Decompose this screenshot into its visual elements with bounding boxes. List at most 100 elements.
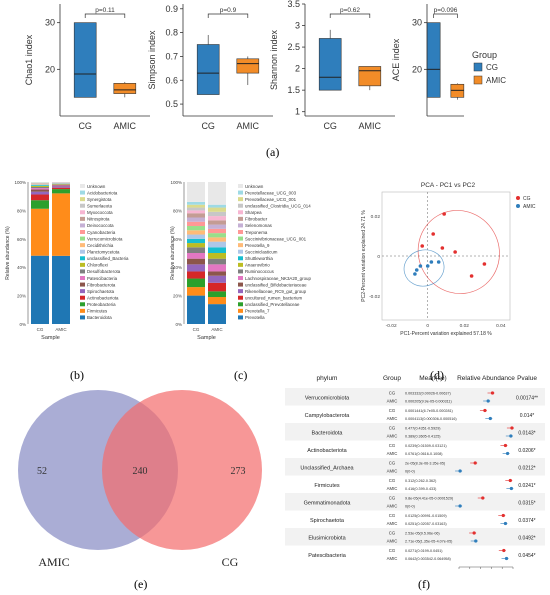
y-tick-label: 60% (17, 237, 26, 242)
x-axis-label: Sample (41, 335, 60, 341)
legend-label: Shuttleworthia (245, 256, 273, 261)
group-label: AMIC (387, 556, 398, 561)
bar-segment (208, 216, 226, 221)
group-label: CG (389, 513, 396, 518)
x-axis-label: PC1-Percent variation explained 57.18 % (400, 331, 492, 337)
y-axis-label: Relative abundance (%) (170, 226, 176, 280)
bar-segment (31, 200, 49, 209)
bar-segment (31, 188, 49, 190)
legend-label: Prevotella_9 (245, 243, 270, 248)
mean-cg: 2.53e-05(9.5.96e-06) (405, 532, 440, 536)
phylum-stacked-bar-chart: 0% 20% 40% 60% 80% 100% Relative abundance (%)… (5, 180, 129, 341)
bar-segment (208, 271, 226, 276)
y-tick-label: 0.7 (165, 51, 178, 61)
legend-label: Succinivibrionaceae_UCG_001 (245, 236, 307, 241)
group-label: CG (389, 478, 396, 483)
table-row: Campylobacterota CG AMIC 0.0001441(6.7e05-0… (305, 408, 535, 421)
x-tick-label: 0 (426, 323, 429, 329)
legend-label: Desulfobacterota (87, 269, 121, 274)
bar-segment (208, 247, 226, 253)
point-amic (418, 264, 423, 268)
group-label: AMIC (387, 521, 398, 526)
group-label: CG (389, 461, 396, 466)
y-tick-label: 0.9 (165, 4, 178, 14)
x-tick-label: AMIC (55, 327, 67, 332)
x-tick-label: CG (323, 121, 337, 130)
legend-swatch (473, 62, 483, 72)
legend-label: Nitrospirota (87, 217, 110, 222)
point-cg (482, 262, 487, 266)
phylum-name: Gemmatimonadota (304, 500, 352, 506)
bar-segment (31, 186, 49, 189)
y-tick-label: 80% (173, 208, 182, 213)
bar-segment (31, 208, 49, 256)
legend-swatch (238, 269, 243, 274)
y-tick-label: 30 (45, 18, 55, 28)
mean-marker-amic (503, 521, 508, 526)
y-tick-label: 0.8 (165, 28, 178, 38)
group-label: AMIC (387, 486, 398, 491)
group-label: AMIC (387, 434, 398, 439)
confidence-ellipse-amic (403, 249, 445, 287)
phylum-name: Bacteroidota (312, 430, 344, 436)
bar-segment (208, 291, 226, 298)
bar-segment (187, 217, 205, 222)
mean-marker-amic (486, 399, 490, 403)
row-stripe (285, 388, 545, 406)
mean-marker-cg (501, 513, 505, 518)
mean-amic: 2.71e-05(1.35e-05-4.07e-05) (405, 540, 452, 544)
y-tick-label: 0 (377, 254, 380, 260)
legend-swatch (238, 282, 243, 287)
legend-swatch (238, 210, 243, 215)
legend-swatch (80, 230, 85, 234)
p-value: 0.0143* (518, 430, 535, 436)
phylum-name: Campylobacterota (305, 413, 351, 419)
phylum-name: Patescibacteria (308, 553, 347, 559)
y-tick-label: 2 (295, 64, 300, 74)
x-tick-label: CG (201, 121, 215, 130)
point-amic (413, 272, 417, 276)
mean-amic: 0.0251(0.02057-0.03163) (405, 522, 447, 526)
legend-swatch (238, 203, 243, 208)
phylum-name: Elusimicrobiota (308, 535, 346, 541)
group-label: CG (389, 426, 396, 431)
mean-marker-cg (472, 531, 476, 535)
panel-letter-c: (c) (234, 368, 248, 382)
legend-marker (516, 204, 520, 208)
p-value: 0.0212* (518, 465, 535, 471)
mean-marker-cg (481, 496, 485, 500)
legend-marker (516, 196, 520, 200)
bar-segment (52, 189, 70, 194)
legend-label: Prevotellaceae_UCG_001 (245, 197, 297, 202)
y-tick-label: 0.6 (165, 75, 178, 85)
venn-count-cg-only: 273 (231, 466, 246, 477)
y-tick-label: 20 (412, 64, 422, 74)
boxplot-1: 20 30 Chao1 index p=0.11 CG AMIC (24, 4, 150, 130)
point-cg (453, 250, 457, 254)
box-cg (318, 38, 342, 91)
bar-segment (208, 275, 226, 283)
bar-segment (208, 224, 226, 229)
mean-cg: 0.0001441(6.7e05-0.000281) (405, 409, 453, 413)
mean-marker-cg (502, 548, 506, 553)
x-tick-label: -0.02 (386, 323, 397, 329)
box-cg (73, 22, 97, 98)
x-tick-label: AMIC (211, 327, 223, 332)
legend-label: Patescibacteria (87, 276, 118, 281)
x-tick-label: CG (78, 121, 92, 130)
panel-letter-a: (a) (266, 145, 280, 159)
p-value: 0.0374* (518, 518, 535, 524)
p-value: 0.0492* (518, 535, 535, 541)
y-tick-label: 40% (17, 265, 26, 270)
bar-segment (187, 221, 205, 227)
bar-segment (187, 271, 205, 279)
table-row: Patescibacteria CG AMIC 0.0271(0.0199-0.045… (308, 548, 535, 561)
bar-segment (187, 287, 205, 296)
legend-label: Verrucomicrobiota (87, 236, 123, 241)
row-stripe (285, 458, 545, 476)
header-group: Group (383, 375, 401, 382)
mean-amic: 0.416(0.399-0.433) (405, 487, 436, 491)
point-amic (429, 260, 434, 264)
pca-scatter-plot: PCA - PC1 vs PC2 -0.02 0 0.02 0.04 -0.02 0 0.02… (361, 182, 536, 337)
mean-amic: 0.0642(0.003542-0.064958) (405, 557, 451, 561)
